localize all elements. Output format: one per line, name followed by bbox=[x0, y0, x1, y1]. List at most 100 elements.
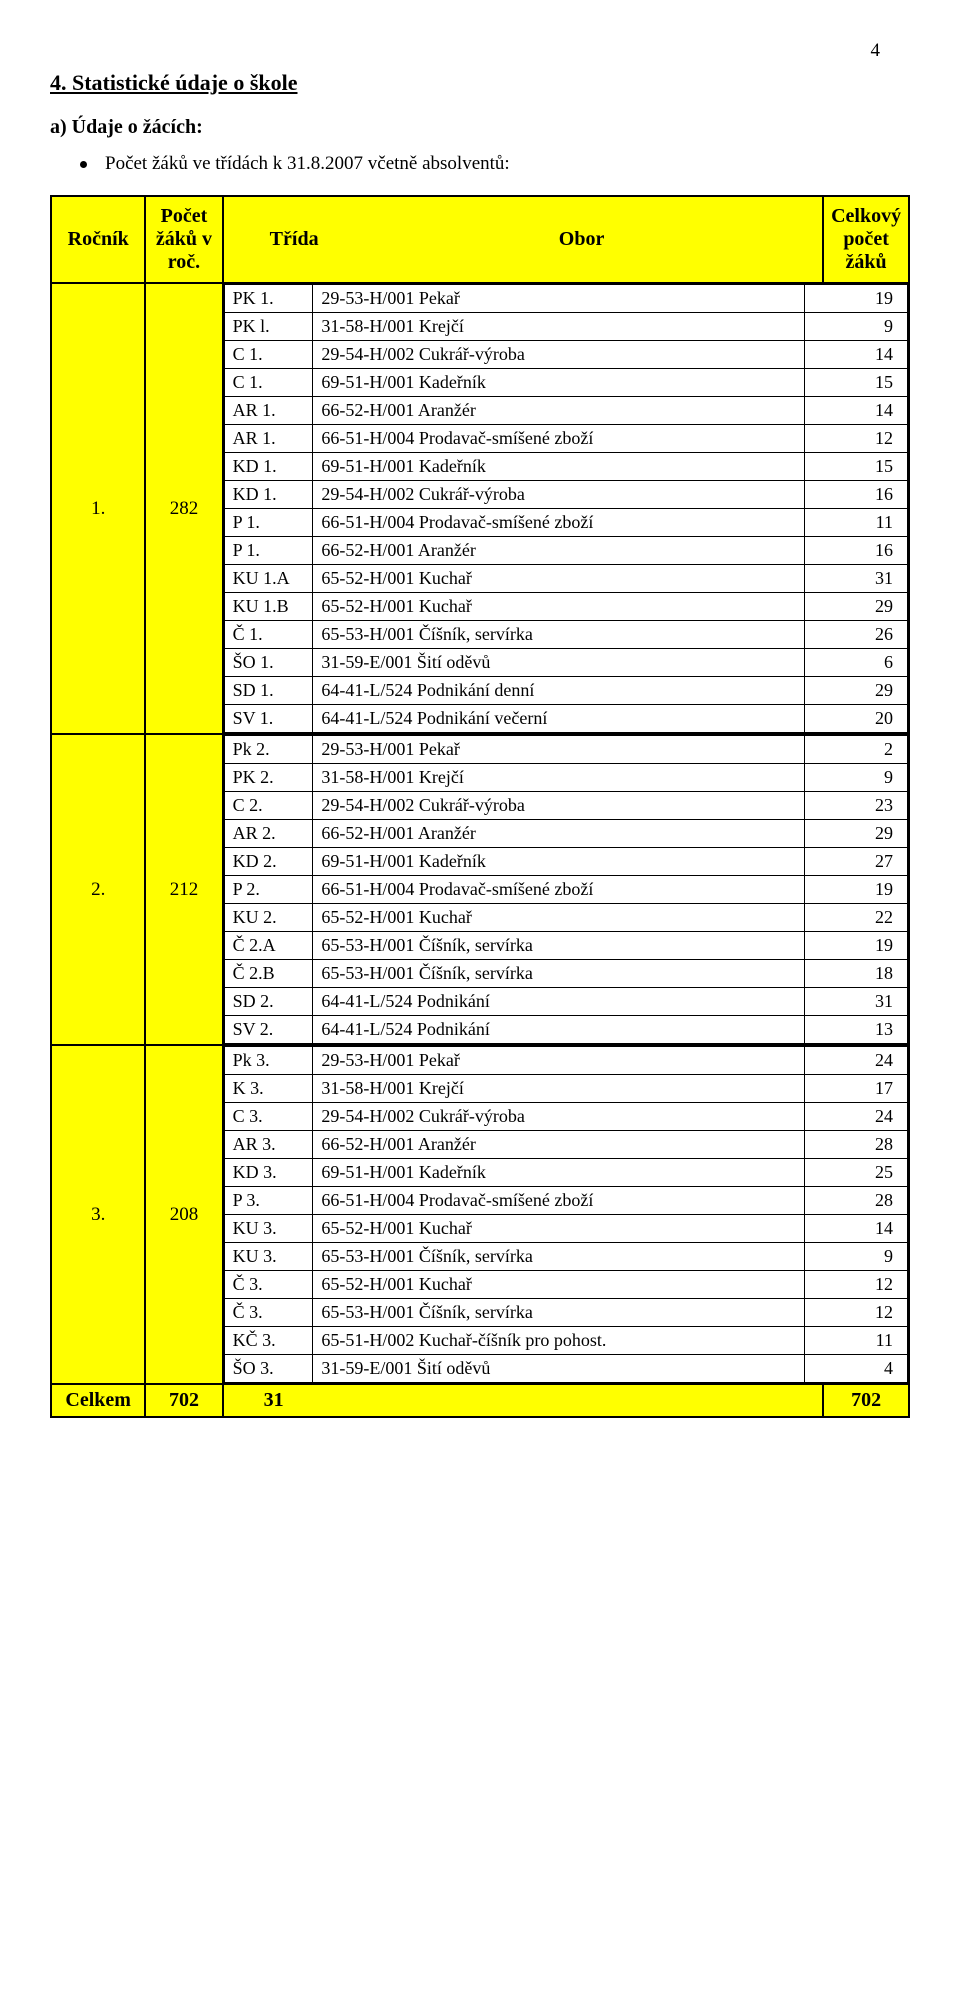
cell-count: 24 bbox=[805, 1047, 908, 1075]
cell-code: KD 3. bbox=[224, 1159, 313, 1187]
table-row: KD 2.69-51-H/001 Kadeřník27 bbox=[224, 848, 907, 876]
cell-code: Pk 2. bbox=[224, 736, 313, 764]
cell-obor: 64-41-L/524 Podnikání večerní bbox=[313, 705, 805, 733]
cell-obor: 65-52-H/001 Kuchař bbox=[313, 1271, 805, 1299]
cell-obor: 31-59-E/001 Šití oděvů bbox=[313, 1355, 805, 1383]
table-row: ŠO 3.31-59-E/001 Šití oděvů4 bbox=[224, 1355, 907, 1383]
cell-obor: 29-54-H/002 Cukrář-výroba bbox=[313, 792, 805, 820]
cell-count: 17 bbox=[805, 1075, 908, 1103]
table-row: KU 2.65-52-H/001 Kuchař22 bbox=[224, 904, 907, 932]
cell-code: KU 1.A bbox=[224, 565, 313, 593]
cell-obor: 29-53-H/001 Pekař bbox=[313, 285, 805, 313]
cell-code: PK l. bbox=[224, 313, 313, 341]
cell-obor: 31-59-E/001 Šití oděvů bbox=[313, 649, 805, 677]
cell-inner: Pk 2.29-53-H/001 Pekař2PK 2.31-58-H/001 … bbox=[223, 734, 909, 1045]
cell-count: 20 bbox=[805, 705, 908, 733]
table-row: PK 1.29-53-H/001 Pekař19 bbox=[224, 285, 907, 313]
table-row: C 1.29-54-H/002 Cukrář-výroba14 bbox=[224, 341, 907, 369]
table-row: Č 3.65-52-H/001 Kuchař12 bbox=[224, 1271, 907, 1299]
cell-obor: 65-51-H/002 Kuchař-číšník pro pohost. bbox=[313, 1327, 805, 1355]
cell-obor: 29-53-H/001 Pekař bbox=[313, 736, 805, 764]
cell-inner: Pk 3.29-53-H/001 Pekař24K 3.31-58-H/001 … bbox=[223, 1045, 909, 1384]
table-row: SD 2.64-41-L/524 Podnikání31 bbox=[224, 988, 907, 1016]
cell-obor: 65-53-H/001 Číšník, servírka bbox=[313, 932, 805, 960]
cell-obor: 64-41-L/524 Podnikání denní bbox=[313, 677, 805, 705]
table-row: AR 2.66-52-H/001 Aranžér29 bbox=[224, 820, 907, 848]
section-subtitle: a) Údaje o žácích: bbox=[50, 116, 910, 139]
table-row: KU 1.B65-52-H/001 Kuchař29 bbox=[224, 593, 907, 621]
cell-code: SD 2. bbox=[224, 988, 313, 1016]
cell-rocnik: 1. bbox=[51, 283, 145, 734]
table-row: SV 1.64-41-L/524 Podnikání večerní20 bbox=[224, 705, 907, 733]
inner-table: PK 1.29-53-H/001 Pekař19PK l.31-58-H/001… bbox=[224, 284, 908, 733]
table-row: Č 2.A65-53-H/001 Číšník, servírka19 bbox=[224, 932, 907, 960]
cell-obor: 69-51-H/001 Kadeřník bbox=[313, 1159, 805, 1187]
cell-count: 12 bbox=[805, 1299, 908, 1327]
cell-count: 18 bbox=[805, 960, 908, 988]
cell-code: KU 1.B bbox=[224, 593, 313, 621]
students-table: Ročník Počet žáků v roč. TřídaObor Obor … bbox=[50, 195, 910, 1418]
header-trida: TřídaObor bbox=[223, 196, 824, 283]
bullet-text: Počet žáků ve třídách k 31.8.2007 včetně… bbox=[105, 153, 510, 175]
cell-obor: 66-52-H/001 Aranžér bbox=[313, 1131, 805, 1159]
cell-obor: 29-54-H/002 Cukrář-výroba bbox=[313, 341, 805, 369]
group-row: 3.208Pk 3.29-53-H/001 Pekař24K 3.31-58-H… bbox=[51, 1045, 909, 1384]
table-row: P 3.66-51-H/004 Prodavač-smíšené zboží28 bbox=[224, 1187, 907, 1215]
cell-code: ŠO 1. bbox=[224, 649, 313, 677]
page-number: 4 bbox=[50, 40, 910, 62]
cell-code: ŠO 3. bbox=[224, 1355, 313, 1383]
header-rocnik: Ročník bbox=[51, 196, 145, 283]
cell-count: 28 bbox=[805, 1131, 908, 1159]
total-pocet: 702 bbox=[145, 1384, 222, 1417]
table-row: Č 3.65-53-H/001 Číšník, servírka12 bbox=[224, 1299, 907, 1327]
cell-code: P 2. bbox=[224, 876, 313, 904]
group-row: 2.212Pk 2.29-53-H/001 Pekař2PK 2.31-58-H… bbox=[51, 734, 909, 1045]
cell-code: C 2. bbox=[224, 792, 313, 820]
cell-rocnik: 3. bbox=[51, 1045, 145, 1384]
cell-code: AR 1. bbox=[224, 425, 313, 453]
cell-count: 31 bbox=[805, 565, 908, 593]
cell-obor: 66-52-H/001 Aranžér bbox=[313, 820, 805, 848]
table-row: Pk 3.29-53-H/001 Pekař24 bbox=[224, 1047, 907, 1075]
cell-code: AR 2. bbox=[224, 820, 313, 848]
cell-count: 11 bbox=[805, 1327, 908, 1355]
cell-count: 26 bbox=[805, 621, 908, 649]
cell-code: C 1. bbox=[224, 369, 313, 397]
table-row: PK l.31-58-H/001 Krejčí9 bbox=[224, 313, 907, 341]
cell-obor: 64-41-L/524 Podnikání bbox=[313, 1016, 805, 1044]
table-row: KD 3.69-51-H/001 Kadeřník25 bbox=[224, 1159, 907, 1187]
cell-obor: 29-53-H/001 Pekař bbox=[313, 1047, 805, 1075]
cell-count: 11 bbox=[805, 509, 908, 537]
bullet-row: Počet žáků ve třídách k 31.8.2007 včetně… bbox=[80, 153, 910, 175]
cell-count: 14 bbox=[805, 1215, 908, 1243]
table-row: C 1.69-51-H/001 Kadeřník15 bbox=[224, 369, 907, 397]
cell-code: Pk 3. bbox=[224, 1047, 313, 1075]
cell-count: 29 bbox=[805, 677, 908, 705]
cell-count: 12 bbox=[805, 425, 908, 453]
table-row: ŠO 1.31-59-E/001 Šití oděvů6 bbox=[224, 649, 907, 677]
cell-count: 14 bbox=[805, 341, 908, 369]
table-row: AR 3.66-52-H/001 Aranžér28 bbox=[224, 1131, 907, 1159]
cell-count: 9 bbox=[805, 313, 908, 341]
cell-code: K 3. bbox=[224, 1075, 313, 1103]
cell-count: 19 bbox=[805, 285, 908, 313]
cell-obor: 66-51-H/004 Prodavač-smíšené zboží bbox=[313, 876, 805, 904]
cell-obor: 66-52-H/001 Aranžér bbox=[313, 537, 805, 565]
table-row: KD 1.69-51-H/001 Kadeřník15 bbox=[224, 453, 907, 481]
cell-count: 23 bbox=[805, 792, 908, 820]
cell-obor: 65-53-H/001 Číšník, servírka bbox=[313, 1299, 805, 1327]
total-celkovy: 702 bbox=[823, 1384, 909, 1417]
cell-rocnik: 2. bbox=[51, 734, 145, 1045]
cell-code: SV 1. bbox=[224, 705, 313, 733]
table-row: K 3.31-58-H/001 Krejčí17 bbox=[224, 1075, 907, 1103]
cell-obor: 31-58-H/001 Krejčí bbox=[313, 1075, 805, 1103]
cell-obor: 66-51-H/004 Prodavač-smíšené zboží bbox=[313, 1187, 805, 1215]
cell-count: 28 bbox=[805, 1187, 908, 1215]
table-row: AR 1.66-51-H/004 Prodavač-smíšené zboží1… bbox=[224, 425, 907, 453]
cell-inner: PK 1.29-53-H/001 Pekař19PK l.31-58-H/001… bbox=[223, 283, 909, 734]
cell-code: KD 1. bbox=[224, 481, 313, 509]
cell-count: 29 bbox=[805, 593, 908, 621]
cell-code: Č 2.B bbox=[224, 960, 313, 988]
cell-obor: 65-52-H/001 Kuchař bbox=[313, 565, 805, 593]
table-row: P 2.66-51-H/004 Prodavač-smíšené zboží19 bbox=[224, 876, 907, 904]
